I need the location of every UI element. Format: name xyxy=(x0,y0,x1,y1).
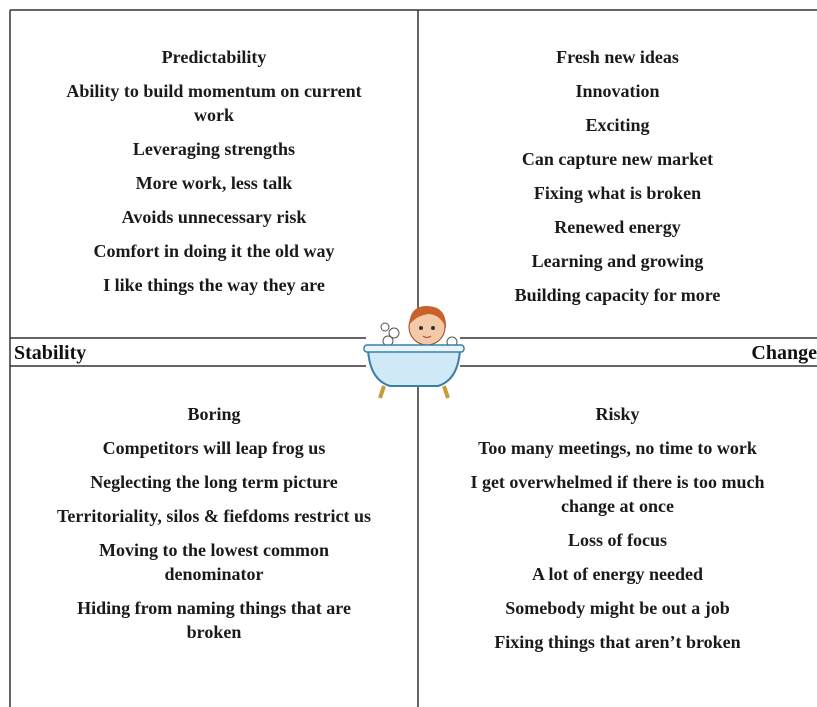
item-text: broken xyxy=(186,622,242,642)
quadrant: Risky Too many meetings, no time to work I… xyxy=(418,402,817,654)
list-item: Renewed energy xyxy=(554,215,680,239)
list-item: Territoriality, silos & fiefdoms restric… xyxy=(57,504,371,528)
item-text: More work, less talk xyxy=(135,173,293,193)
list-item: Innovation xyxy=(575,79,659,103)
item-text: Boring xyxy=(187,404,241,424)
list-item: Comfort in doing it the old way xyxy=(93,239,334,263)
quadrant: Predictability Ability to build momentum … xyxy=(10,45,418,297)
list-item: Predictability xyxy=(162,45,267,69)
list-item: Loss of focus xyxy=(568,528,667,552)
item-text: Loss of focus xyxy=(567,530,667,550)
list-item: Somebody might be out a job xyxy=(505,596,730,620)
item-text: Neglecting the long term picture xyxy=(90,472,338,492)
list-item: Neglecting the long term picture xyxy=(90,470,338,494)
item-text: change at once xyxy=(561,496,674,516)
list-item: Learning and growing xyxy=(532,249,704,273)
list-item: Exciting xyxy=(585,113,649,137)
axis-label-right: Change xyxy=(751,342,817,364)
item-text: Somebody might be out a job xyxy=(505,598,730,618)
list-item: More work, less talk xyxy=(136,171,293,195)
item-text: work xyxy=(194,105,234,125)
axis-label-left: Stability xyxy=(14,342,87,364)
list-item: Competitors will leap frog us xyxy=(103,436,326,460)
item-text: Hiding from naming things that are xyxy=(77,598,351,618)
list-item: Fixing what is broken xyxy=(534,181,701,205)
item-text: Building capacity for more xyxy=(514,285,721,305)
item-text: Renewed energy xyxy=(554,217,681,237)
list-item: Boring xyxy=(187,402,240,426)
item-text: Fixing what is broken xyxy=(533,183,702,203)
list-item: Ability to build momentum on current work xyxy=(66,79,361,127)
item-text: Exciting xyxy=(585,115,650,135)
item-text: Ability to build momentum on current xyxy=(66,81,362,101)
quadrant: Boring Competitors will leap frog us Negle… xyxy=(10,402,418,644)
list-item: Can capture new market xyxy=(522,147,713,171)
item-text: denominator xyxy=(164,564,264,584)
list-item: I like things the way they are xyxy=(103,273,325,297)
item-text: Risky xyxy=(595,404,640,424)
list-item: Fresh new ideas xyxy=(556,45,679,69)
item-text: I get overwhelmed if there is too much xyxy=(470,472,765,492)
item-text: Competitors will leap frog us xyxy=(102,438,326,458)
item-text: Too many meetings, no time to work xyxy=(478,438,757,458)
list-item: Fixing things that aren’t broken xyxy=(494,630,740,654)
bathtub-icon xyxy=(363,305,465,399)
list-item: Too many meetings, no time to work xyxy=(478,436,757,460)
list-item: Hiding from naming things that are broken xyxy=(77,596,351,644)
item-text: Innovation xyxy=(575,81,660,101)
list-item: Leveraging strengths xyxy=(133,137,295,161)
item-text: Predictability xyxy=(161,47,267,67)
list-item: Moving to the lowest common denominator xyxy=(99,538,329,586)
item-text: Fresh new ideas xyxy=(556,47,679,67)
list-item: Building capacity for more xyxy=(515,283,721,307)
item-text: I like things the way they are xyxy=(103,275,325,295)
item-text: Leveraging strengths xyxy=(132,139,296,159)
item-text: Learning and growing xyxy=(531,251,704,271)
item-text: Territoriality, silos & fiefdoms restric… xyxy=(57,506,371,526)
list-item: I get overwhelmed if there is too much ch… xyxy=(470,470,764,518)
item-text: Avoids unnecessary risk xyxy=(121,207,307,227)
item-text: Fixing things that aren’t broken xyxy=(494,632,741,652)
item-text: Moving to the lowest common xyxy=(99,540,329,560)
list-item: Risky xyxy=(595,402,639,426)
quadrant: Fresh new ideas Innovation Exciting Can cap… xyxy=(418,45,817,307)
list-item: Avoids unnecessary risk xyxy=(122,205,307,229)
item-text: A lot of energy needed xyxy=(532,564,703,584)
item-text: Can capture new market xyxy=(521,149,714,169)
item-text: Comfort in doing it the old way xyxy=(93,241,335,261)
list-item: A lot of energy needed xyxy=(532,562,703,586)
